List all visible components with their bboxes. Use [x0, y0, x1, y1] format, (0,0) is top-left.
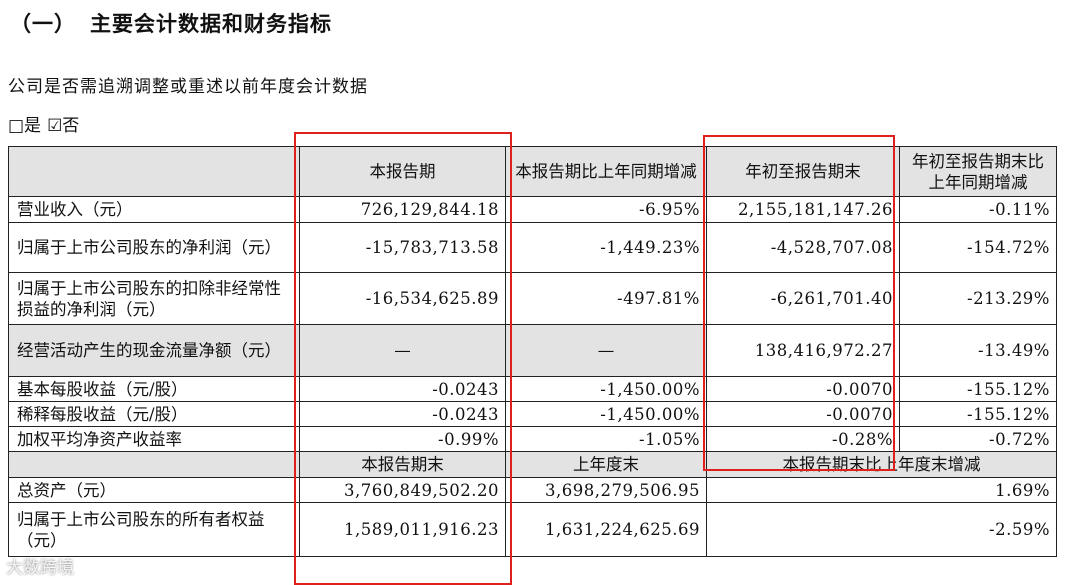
restatement-options: □是 ☑否 [8, 111, 85, 136]
cell-ytd: -0.0070 [706, 376, 900, 402]
cell-current-change: -1.05% [505, 426, 707, 452]
cell-ytd: 138,416,972.27 [706, 324, 900, 377]
row-label: 经营活动产生的现金流量净额（元） [8, 324, 300, 377]
cell-ytd-change: -0.11% [899, 196, 1057, 223]
row-label: 基本每股收益（元/股） [8, 376, 300, 402]
cell-current-period: -0.0243 [299, 376, 506, 402]
cell-ytd: -6,261,701.40 [706, 272, 900, 325]
table-row: 基本每股收益（元/股） -0.0243 -1,450.00% -0.0070 -… [8, 376, 1057, 402]
header-cell-ytd-change: 年初至报告期末比上年同期增减 [899, 146, 1057, 197]
cell-change: -2.59% [706, 502, 1057, 557]
cell-current-change: -1,449.23% [505, 222, 707, 273]
cell-ytd: -0.0070 [706, 401, 900, 427]
subheader-cell-blank [8, 451, 300, 478]
row-label: 稀释每股收益（元/股） [8, 401, 300, 427]
cell-ytd: -4,528,707.08 [706, 222, 900, 273]
cell-change: 1.69% [706, 477, 1057, 503]
table-row: 经营活动产生的现金流量净额（元） — — 138,416,972.27 -13.… [8, 324, 1057, 377]
cell-current-change: -6.95% [505, 196, 707, 223]
table-row: 归属于上市公司股东的净利润（元） -15,783,713.58 -1,449.2… [8, 222, 1057, 273]
cell-current-change: -1,450.00% [505, 401, 707, 427]
section-title: 主要会计数据和财务指标 [90, 12, 332, 36]
subheader-cell-prior-year-end: 上年度末 [505, 451, 707, 478]
row-label: 总资产（元） [8, 477, 300, 503]
cell-prior-year-end: 3,698,279,506.95 [505, 477, 707, 503]
cell-ytd-change: -13.49% [899, 324, 1057, 377]
table-row: 归属于上市公司股东的扣除非经常性损益的净利润（元） -16,534,625.89… [8, 272, 1057, 325]
cell-ytd: -0.28% [706, 426, 900, 452]
financial-data-table: 本报告期 本报告期比上年同期增减 年初至报告期末 年初至报告期末比上年同期增减 … [8, 146, 1057, 557]
cell-current-period: — [299, 324, 506, 377]
subheader-cell-period-end: 本报告期末 [299, 451, 506, 478]
cell-ytd-change: -154.72% [899, 222, 1057, 273]
header-cell-ytd: 年初至报告期末 [706, 146, 900, 197]
cell-ytd-change: -155.12% [899, 376, 1057, 402]
table-row: 总资产（元） 3,760,849,502.20 3,698,279,506.95… [8, 477, 1057, 503]
cell-current-period: 726,129,844.18 [299, 196, 506, 223]
table-row: 归属于上市公司股东的所有者权益（元） 1,589,011,916.23 1,63… [8, 502, 1057, 557]
cell-ytd-change: -0.72% [899, 426, 1057, 452]
row-label: 加权平均净资产收益率 [8, 426, 300, 452]
cell-current-change: -1,450.00% [505, 376, 707, 402]
cell-current-period: -0.99% [299, 426, 506, 452]
table-subheader-row: 本报告期末 上年度末 本报告期末比上年度末增减 [8, 451, 1057, 478]
row-label: 归属于上市公司股东的所有者权益（元） [8, 502, 300, 557]
restatement-question: 公司是否需追溯调整或重述以前年度会计数据 [8, 77, 368, 97]
watermark-text: 大数跨境 [6, 558, 74, 578]
header-cell-current-change: 本报告期比上年同期增减 [505, 146, 707, 197]
option-yes-checkbox: □是 [8, 116, 42, 136]
cell-period-end: 1,589,011,916.23 [299, 502, 506, 557]
header-cell-blank [8, 146, 300, 197]
table-row: 加权平均净资产收益率 -0.99% -1.05% -0.28% -0.72% [8, 426, 1057, 452]
cell-period-end: 3,760,849,502.20 [299, 477, 506, 503]
cell-prior-year-end: 1,631,224,625.69 [505, 502, 707, 557]
row-label: 营业收入（元） [8, 196, 300, 223]
table-row: 稀释每股收益（元/股） -0.0243 -1,450.00% -0.0070 -… [8, 401, 1057, 427]
row-label: 归属于上市公司股东的净利润（元） [8, 222, 300, 273]
cell-current-period: -0.0243 [299, 401, 506, 427]
table-row: 营业收入（元） 726,129,844.18 -6.95% 2,155,181,… [8, 196, 1057, 223]
cell-ytd-change: -213.29% [899, 272, 1057, 325]
cell-ytd: 2,155,181,147.26 [706, 196, 900, 223]
table-header-row: 本报告期 本报告期比上年同期增减 年初至报告期末 年初至报告期末比上年同期增减 [8, 146, 1057, 197]
cell-current-period: -15,783,713.58 [299, 222, 506, 273]
section-heading: （一） 主要会计数据和财务指标 [10, 8, 332, 38]
cell-current-period: -16,534,625.89 [299, 272, 506, 325]
subheader-cell-change: 本报告期末比上年度末增减 [706, 451, 1057, 478]
section-number: （一） [10, 12, 76, 36]
cell-current-change: -497.81% [505, 272, 707, 325]
option-no-checkbox: ☑否 [47, 116, 80, 136]
cell-ytd-change: -155.12% [899, 401, 1057, 427]
row-label: 归属于上市公司股东的扣除非经常性损益的净利润（元） [8, 272, 300, 325]
header-cell-current-period: 本报告期 [299, 146, 506, 197]
cell-current-change: — [505, 324, 707, 377]
